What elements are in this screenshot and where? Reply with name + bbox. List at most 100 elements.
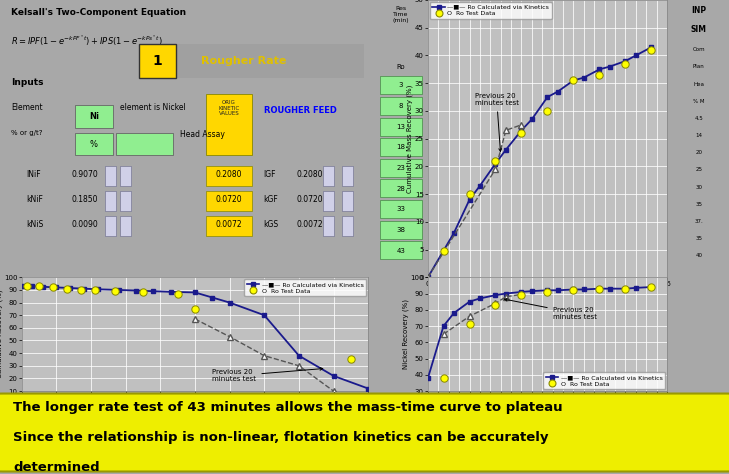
FancyBboxPatch shape (380, 118, 422, 136)
X-axis label: Residence Time (min): Residence Time (min) (506, 289, 589, 298)
FancyBboxPatch shape (206, 166, 252, 186)
Point (109, 287, 121, 295)
Text: 0.1850: 0.1850 (71, 195, 98, 204)
Text: 23: 23 (397, 165, 405, 171)
Point (89, 286, 101, 294)
FancyBboxPatch shape (342, 191, 353, 211)
Text: INiF: INiF (26, 170, 41, 179)
Point (464, 320, 475, 328)
Y-axis label: Cumulative Mass Recovery (%): Cumulative Mass Recovery (%) (407, 84, 413, 193)
FancyBboxPatch shape (206, 216, 252, 236)
Point (593, 286, 605, 293)
Point (646, 283, 658, 291)
Text: Ro: Ro (397, 64, 405, 70)
Text: Kelsall's Two-Component Equation: Kelsall's Two-Component Equation (11, 9, 187, 18)
Text: Previous 20
minutes test: Previous 20 minutes test (212, 367, 323, 383)
Text: 0.2080: 0.2080 (297, 170, 323, 179)
Text: IGF: IGF (262, 170, 276, 179)
Text: Since the relationship is non-linear, flotation kinetics can be accurately: Since the relationship is non-linear, fl… (13, 431, 549, 444)
Text: INP: INP (691, 6, 706, 15)
FancyBboxPatch shape (105, 166, 117, 186)
Text: 30: 30 (695, 185, 702, 190)
Point (189, 305, 200, 313)
FancyBboxPatch shape (120, 166, 131, 186)
Point (490, 157, 502, 164)
FancyBboxPatch shape (139, 45, 364, 78)
Text: 0.0072: 0.0072 (216, 220, 242, 229)
Text: kGS: kGS (262, 220, 278, 229)
FancyBboxPatch shape (323, 191, 334, 211)
Point (172, 290, 184, 298)
Text: 25: 25 (695, 167, 702, 173)
Point (542, 107, 553, 115)
FancyBboxPatch shape (380, 221, 422, 239)
Text: Ni: Ni (89, 112, 99, 121)
FancyBboxPatch shape (206, 191, 252, 211)
Text: 3: 3 (399, 82, 403, 89)
FancyBboxPatch shape (0, 393, 729, 472)
Text: 37.: 37. (694, 219, 703, 224)
FancyBboxPatch shape (139, 45, 176, 78)
FancyBboxPatch shape (323, 216, 334, 236)
FancyBboxPatch shape (105, 191, 117, 211)
Text: Previous 20
minutes test: Previous 20 minutes test (475, 93, 519, 151)
FancyBboxPatch shape (206, 94, 252, 155)
Text: SIM: SIM (691, 25, 706, 34)
FancyBboxPatch shape (342, 166, 353, 186)
Text: %: % (90, 140, 98, 149)
Point (464, 191, 475, 198)
FancyBboxPatch shape (75, 133, 112, 155)
Point (34, 283, 45, 290)
Point (568, 77, 580, 84)
Text: 13: 13 (397, 124, 405, 130)
Text: 40: 40 (695, 254, 702, 258)
FancyBboxPatch shape (380, 241, 422, 259)
Text: The longer rate test of 43 minutes allows the mass-time curve to plateau: The longer rate test of 43 minutes allow… (13, 401, 563, 414)
Text: $R = IPF(1-e^{-kPF^*t}) + IPS(1-e^{-kPs^*t})$: $R = IPF(1-e^{-kPF^*t}) + IPS(1-e^{-kPs^… (11, 33, 163, 48)
Point (437, 247, 449, 255)
FancyBboxPatch shape (380, 138, 422, 156)
Text: 0.0720: 0.0720 (216, 195, 242, 204)
Text: 33: 33 (397, 206, 405, 212)
FancyBboxPatch shape (342, 216, 353, 236)
Text: Com: Com (693, 47, 705, 52)
Point (75, 286, 87, 294)
Text: kGF: kGF (262, 195, 278, 204)
Text: 4.5: 4.5 (694, 116, 703, 121)
Point (620, 286, 631, 293)
Text: kNiF: kNiF (26, 195, 43, 204)
Point (515, 292, 527, 299)
Text: 0.0072: 0.0072 (297, 220, 323, 229)
FancyBboxPatch shape (380, 200, 422, 218)
Point (646, 46, 658, 54)
Point (568, 286, 580, 294)
Point (593, 71, 605, 79)
Text: ROUGHER FEED: ROUGHER FEED (264, 107, 337, 115)
Y-axis label: Cumulative Recovery (%): Cumulative Recovery (%) (0, 290, 3, 378)
Text: Head Assay: Head Assay (180, 130, 225, 139)
Text: % M: % M (693, 99, 704, 104)
Text: Res
Time
(min): Res Time (min) (393, 6, 409, 23)
Point (542, 288, 553, 296)
Text: element is Nickel: element is Nickel (120, 102, 186, 111)
Text: 38: 38 (397, 227, 405, 233)
Text: Plan: Plan (693, 64, 705, 69)
FancyBboxPatch shape (380, 180, 422, 198)
Point (137, 289, 149, 296)
Text: ORIG
KINETIC
VALUES: ORIG KINETIC VALUES (219, 100, 240, 117)
Text: 8: 8 (399, 103, 403, 109)
Point (437, 374, 449, 382)
FancyBboxPatch shape (380, 97, 422, 115)
Y-axis label: Nickel Recovery (%): Nickel Recovery (%) (402, 299, 409, 369)
Text: 1: 1 (153, 54, 163, 68)
Text: Inputs: Inputs (11, 78, 44, 87)
Text: 14: 14 (695, 133, 702, 138)
Text: 35: 35 (695, 236, 702, 241)
Text: Rougher Rate: Rougher Rate (201, 56, 286, 66)
Point (61, 285, 73, 292)
Text: 0.2080: 0.2080 (216, 170, 242, 179)
Point (21, 282, 33, 289)
FancyBboxPatch shape (380, 76, 422, 94)
Text: 0.0720: 0.0720 (297, 195, 323, 204)
Text: 18: 18 (397, 145, 405, 150)
